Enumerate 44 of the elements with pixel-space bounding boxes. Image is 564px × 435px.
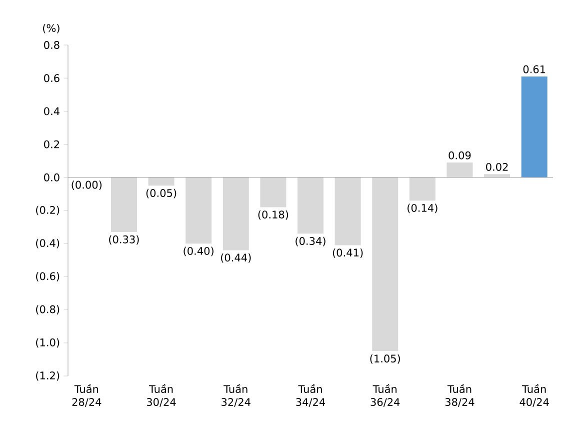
bar xyxy=(409,177,436,201)
bar xyxy=(521,76,548,178)
x-tick-label: Tuần 38/24 xyxy=(445,384,474,407)
data-label: (0.14) xyxy=(408,204,438,214)
y-tick-label: (0.8) xyxy=(36,305,60,314)
data-label: (0.44) xyxy=(221,253,251,263)
y-tick-label: 0.6 xyxy=(44,74,60,82)
y-tick-label: (0.2) xyxy=(36,206,60,216)
y-tick-label: (1.0) xyxy=(36,338,60,348)
y-axis-title: (%) xyxy=(43,24,60,34)
bar xyxy=(446,162,473,178)
bar xyxy=(298,177,324,234)
bar xyxy=(260,177,286,208)
bar xyxy=(372,177,398,352)
y-tick-label: (0.6) xyxy=(36,272,60,282)
x-tick-label: Tuần 28/24 xyxy=(72,384,102,407)
bar xyxy=(484,174,510,178)
bar xyxy=(334,177,361,246)
data-label: (1.05) xyxy=(370,354,400,364)
bar xyxy=(148,177,174,186)
x-tick-label: Tuần 40/24 xyxy=(520,384,549,407)
y-tick-label: 0.8 xyxy=(44,41,60,49)
data-label: (0.18) xyxy=(258,210,288,220)
data-label: (0.00) xyxy=(72,180,102,190)
x-tick-label: Tuần 36/24 xyxy=(370,384,400,407)
data-label: 0.02 xyxy=(486,162,508,171)
y-tick-label: 0.0 xyxy=(44,173,60,182)
x-tick-label: Tuần 32/24 xyxy=(222,384,250,407)
data-label: (0.05) xyxy=(146,188,176,198)
data-label: (0.41) xyxy=(332,248,363,258)
x-tick-label: Tuần 34/24 xyxy=(296,384,326,407)
data-label: (0.34) xyxy=(296,236,326,246)
y-tick-label: (1.2) xyxy=(36,371,60,381)
data-label: (0.40) xyxy=(184,246,214,256)
data-label: (0.33) xyxy=(109,235,139,245)
y-tick-label: 0.2 xyxy=(44,140,59,148)
x-tick-label: Tuần 30/24 xyxy=(146,384,176,407)
y-tick-label: 0.4 xyxy=(44,107,60,116)
bar xyxy=(186,177,212,244)
bar xyxy=(110,177,137,232)
bar xyxy=(222,177,249,250)
data-label: 0.09 xyxy=(448,151,471,160)
y-tick-label: (0.4) xyxy=(36,238,60,248)
data-label: 0.61 xyxy=(523,65,546,74)
